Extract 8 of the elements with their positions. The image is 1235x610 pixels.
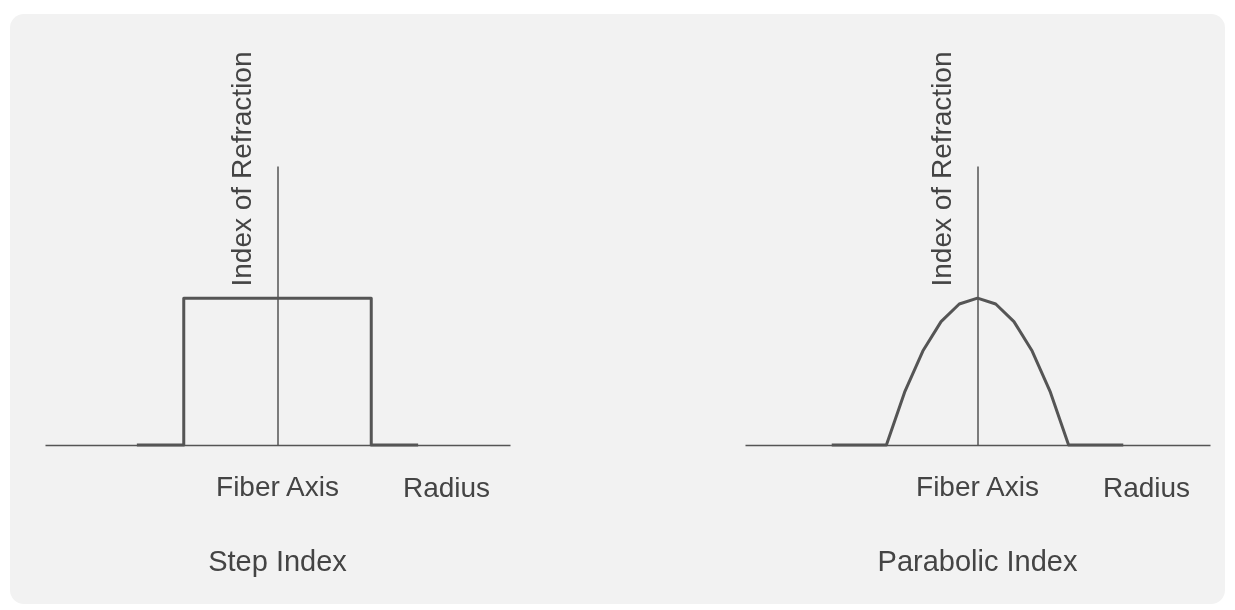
x-axis-title: Radius	[402, 471, 491, 503]
x-axis-title: Radius	[1102, 471, 1191, 503]
text: Parabolic Index	[877, 545, 1078, 577]
text: Fiber Axis	[916, 471, 1039, 502]
text: Fiber Axis	[216, 471, 339, 502]
y-axis-title: Index of Refraction	[926, 51, 957, 287]
text: Step Index	[208, 545, 348, 577]
y-axis-title: Index of Refraction	[226, 51, 257, 287]
